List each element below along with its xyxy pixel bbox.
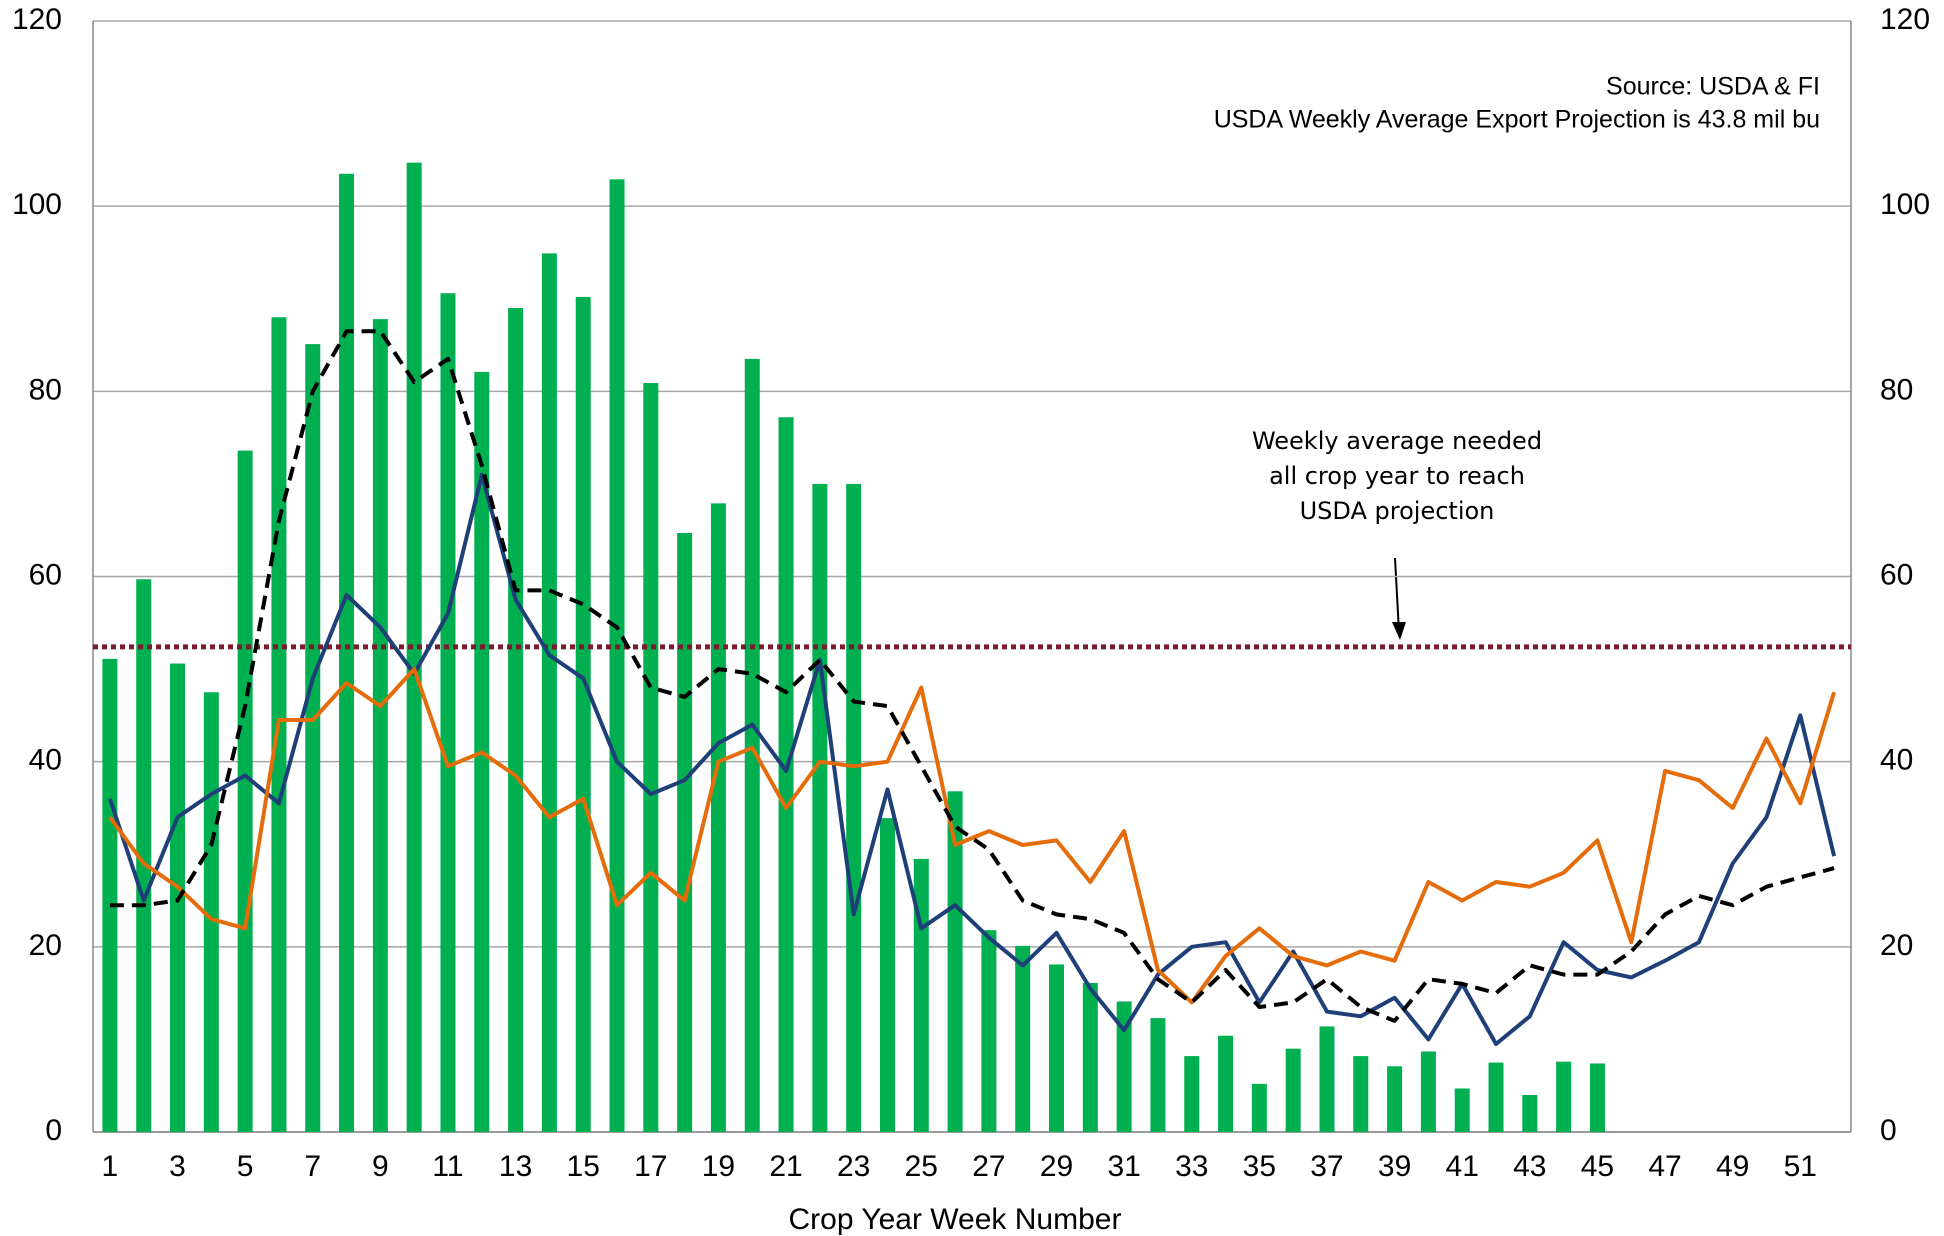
y-tick-label: 20: [29, 929, 62, 962]
x-tick-label: 39: [1378, 1150, 1411, 1183]
bar: [677, 532, 693, 1132]
bar: [1589, 1063, 1605, 1132]
bar: [339, 173, 355, 1132]
bar: [1556, 1061, 1572, 1132]
x-tick-label: 47: [1648, 1150, 1681, 1183]
bar: [237, 450, 253, 1132]
y2-tick-label: 80: [1880, 373, 1913, 406]
bar: [575, 296, 591, 1133]
bar: [1285, 1048, 1301, 1132]
x-tick-label: 43: [1513, 1150, 1546, 1183]
bar: [102, 658, 118, 1132]
y-tick-label: 60: [29, 558, 62, 591]
bar: [1218, 1035, 1234, 1132]
bar: [643, 383, 659, 1132]
bar: [203, 692, 219, 1132]
x-tick-label: 25: [905, 1150, 938, 1183]
bar: [1353, 1056, 1369, 1132]
bar: [744, 358, 760, 1132]
callout-arrowhead: [1392, 622, 1406, 640]
x-tick-label: 33: [1175, 1150, 1208, 1183]
bar: [1319, 1026, 1335, 1132]
bar: [508, 308, 524, 1133]
bar: [1184, 1056, 1200, 1132]
bar: [1150, 1018, 1166, 1132]
y2-tick-label: 20: [1880, 929, 1913, 962]
bar: [372, 319, 388, 1132]
callout-line: USDA projection: [1300, 497, 1495, 525]
series-line: [108, 667, 1837, 1005]
y2-tick-label: 40: [1880, 744, 1913, 777]
y-tick-label: 0: [45, 1114, 62, 1147]
x-tick-label: 45: [1581, 1150, 1614, 1183]
callout-line: Weekly average needed: [1252, 427, 1542, 455]
x-tick-label: 37: [1310, 1150, 1343, 1183]
x-tick-label: 11: [432, 1150, 463, 1183]
x-tick-label: 31: [1107, 1150, 1140, 1183]
bar: [440, 293, 456, 1132]
y2-tick-label: 60: [1880, 558, 1913, 591]
callout-line: all crop year to reach: [1269, 462, 1525, 490]
bar: [1116, 1001, 1132, 1132]
bar: [406, 162, 422, 1133]
bar: [1387, 1066, 1403, 1132]
x-tick-label: 23: [837, 1150, 870, 1183]
x-tick-label: 5: [237, 1150, 254, 1183]
bar: [1420, 1051, 1436, 1132]
x-tick-label: 29: [1040, 1150, 1073, 1183]
x-tick-label: 51: [1784, 1150, 1817, 1183]
bar: [778, 417, 794, 1132]
y-tick-label: 80: [29, 373, 62, 406]
series-line: [109, 329, 1835, 1023]
bar: [710, 503, 726, 1133]
y2-tick-label: 120: [1880, 3, 1930, 36]
x-tick-label: 9: [372, 1150, 389, 1183]
x-tick-label: 35: [1243, 1150, 1276, 1183]
x-axis-label: Crop Year Week Number: [789, 1203, 1122, 1236]
x-tick-label: 49: [1716, 1150, 1749, 1183]
bar: [541, 253, 557, 1133]
x-tick-label: 13: [499, 1150, 532, 1183]
bar: [1082, 982, 1098, 1132]
bar: [1251, 1083, 1267, 1132]
bar: [1015, 945, 1031, 1132]
bar: [812, 483, 828, 1133]
bar: [609, 179, 625, 1132]
bar: [1488, 1062, 1504, 1132]
x-tick-label: 3: [169, 1150, 186, 1183]
bar: [1522, 1094, 1538, 1132]
bar: [879, 818, 895, 1132]
bar: [846, 483, 862, 1133]
y2-tick-label: 100: [1880, 188, 1930, 221]
bar: [947, 791, 963, 1132]
bar: [136, 579, 152, 1132]
bar: [305, 344, 321, 1132]
bar: [1049, 964, 1065, 1132]
x-tick-label: 1: [102, 1150, 119, 1183]
series-line: [108, 472, 1837, 1046]
bar: [1454, 1088, 1470, 1132]
callout-arrow: [1394, 557, 1400, 633]
y2-tick-label: 0: [1880, 1114, 1897, 1147]
x-tick-label: 15: [567, 1150, 600, 1183]
x-tick-label: 7: [304, 1150, 321, 1183]
y-tick-label: 40: [29, 744, 62, 777]
y-tick-label: 120: [12, 3, 62, 36]
x-tick-label: 27: [972, 1150, 1005, 1183]
x-tick-label: 21: [769, 1150, 802, 1183]
x-tick-label: 41: [1446, 1150, 1479, 1183]
source-note: Source: USDA & FI: [1606, 73, 1820, 101]
y-tick-label: 100: [12, 188, 62, 221]
x-tick-label: 19: [702, 1150, 735, 1183]
projection-note: USDA Weekly Average Export Projection is…: [1214, 106, 1820, 134]
bar: [981, 930, 997, 1132]
x-tick-label: 17: [634, 1150, 667, 1183]
